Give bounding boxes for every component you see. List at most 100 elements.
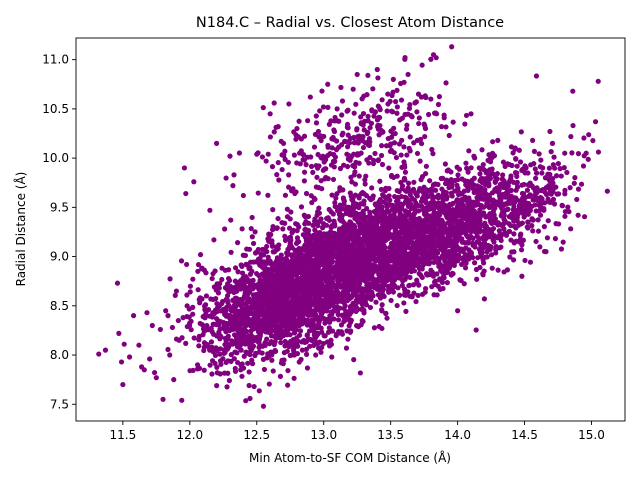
data-point xyxy=(428,233,434,239)
data-point xyxy=(348,328,354,334)
data-point xyxy=(477,207,483,213)
data-point xyxy=(379,219,386,225)
data-point xyxy=(190,311,196,317)
data-point xyxy=(232,349,238,355)
data-point xyxy=(586,132,592,138)
data-point xyxy=(490,204,496,210)
data-point xyxy=(478,166,484,172)
data-point xyxy=(356,323,362,329)
data-point xyxy=(555,221,562,227)
data-point xyxy=(402,230,409,236)
data-point xyxy=(444,280,450,286)
data-point xyxy=(243,334,249,340)
data-point xyxy=(350,300,356,306)
data-point xyxy=(218,334,224,340)
data-point xyxy=(443,226,449,233)
data-point xyxy=(442,161,448,167)
data-point xyxy=(196,343,202,349)
data-point xyxy=(232,295,238,301)
data-point xyxy=(442,247,448,253)
data-point xyxy=(359,268,365,274)
data-point xyxy=(525,182,531,188)
data-point xyxy=(197,295,203,301)
data-point xyxy=(320,340,327,347)
data-point xyxy=(261,252,267,258)
data-point xyxy=(398,261,404,267)
data-point xyxy=(214,370,220,376)
data-point xyxy=(538,157,544,163)
data-point xyxy=(565,204,571,210)
data-point xyxy=(357,227,363,233)
data-point xyxy=(353,289,360,295)
data-point xyxy=(368,231,374,237)
data-point xyxy=(318,216,324,222)
data-point xyxy=(411,179,417,185)
data-point xyxy=(232,265,239,271)
data-point xyxy=(517,159,524,165)
data-point xyxy=(331,248,337,254)
data-point xyxy=(291,270,297,276)
data-point xyxy=(433,212,439,218)
data-point xyxy=(356,262,362,269)
data-point xyxy=(541,224,547,230)
data-point xyxy=(234,279,240,286)
data-point xyxy=(411,210,418,216)
data-point xyxy=(439,269,446,276)
data-point xyxy=(319,225,326,231)
data-point xyxy=(520,166,526,172)
data-point xyxy=(449,230,456,236)
data-point xyxy=(519,220,525,226)
data-point xyxy=(493,250,499,256)
data-point xyxy=(427,220,433,227)
data-point xyxy=(394,188,400,194)
data-point xyxy=(403,308,409,314)
data-point xyxy=(438,219,445,225)
data-point xyxy=(335,271,342,278)
data-point xyxy=(530,228,536,234)
data-point xyxy=(412,231,419,237)
data-point xyxy=(343,309,349,315)
data-point xyxy=(444,269,451,275)
data-point xyxy=(468,180,474,186)
data-point xyxy=(477,250,483,256)
data-point xyxy=(246,382,252,389)
data-point xyxy=(395,194,401,201)
data-point xyxy=(264,336,270,342)
data-point xyxy=(506,214,512,220)
data-point xyxy=(374,268,380,274)
data-point xyxy=(256,336,263,342)
data-point xyxy=(416,265,423,272)
data-point xyxy=(482,187,488,193)
data-point xyxy=(545,196,551,202)
data-point xyxy=(307,343,313,349)
data-point xyxy=(415,292,421,299)
data-point xyxy=(543,191,550,198)
data-point xyxy=(337,282,343,288)
data-point xyxy=(547,171,553,178)
data-point xyxy=(494,185,500,191)
data-point xyxy=(283,317,289,323)
data-point xyxy=(468,204,474,211)
data-point xyxy=(405,289,411,295)
data-point xyxy=(427,178,433,184)
data-point xyxy=(524,187,531,193)
data-point xyxy=(435,192,441,198)
data-point xyxy=(351,276,357,282)
data-point xyxy=(273,310,279,316)
data-point xyxy=(466,148,472,154)
data-point xyxy=(487,234,493,240)
data-point xyxy=(510,150,516,156)
data-point xyxy=(436,200,443,206)
data-point xyxy=(209,275,215,282)
data-point xyxy=(491,239,497,245)
data-point xyxy=(399,186,405,192)
data-point xyxy=(399,205,405,211)
data-point xyxy=(458,261,465,268)
data-point xyxy=(569,150,575,156)
data-point xyxy=(406,282,413,288)
data-point xyxy=(215,318,221,324)
data-point xyxy=(210,349,216,355)
data-point xyxy=(350,292,356,299)
data-point xyxy=(371,216,377,222)
data-point xyxy=(376,272,382,278)
